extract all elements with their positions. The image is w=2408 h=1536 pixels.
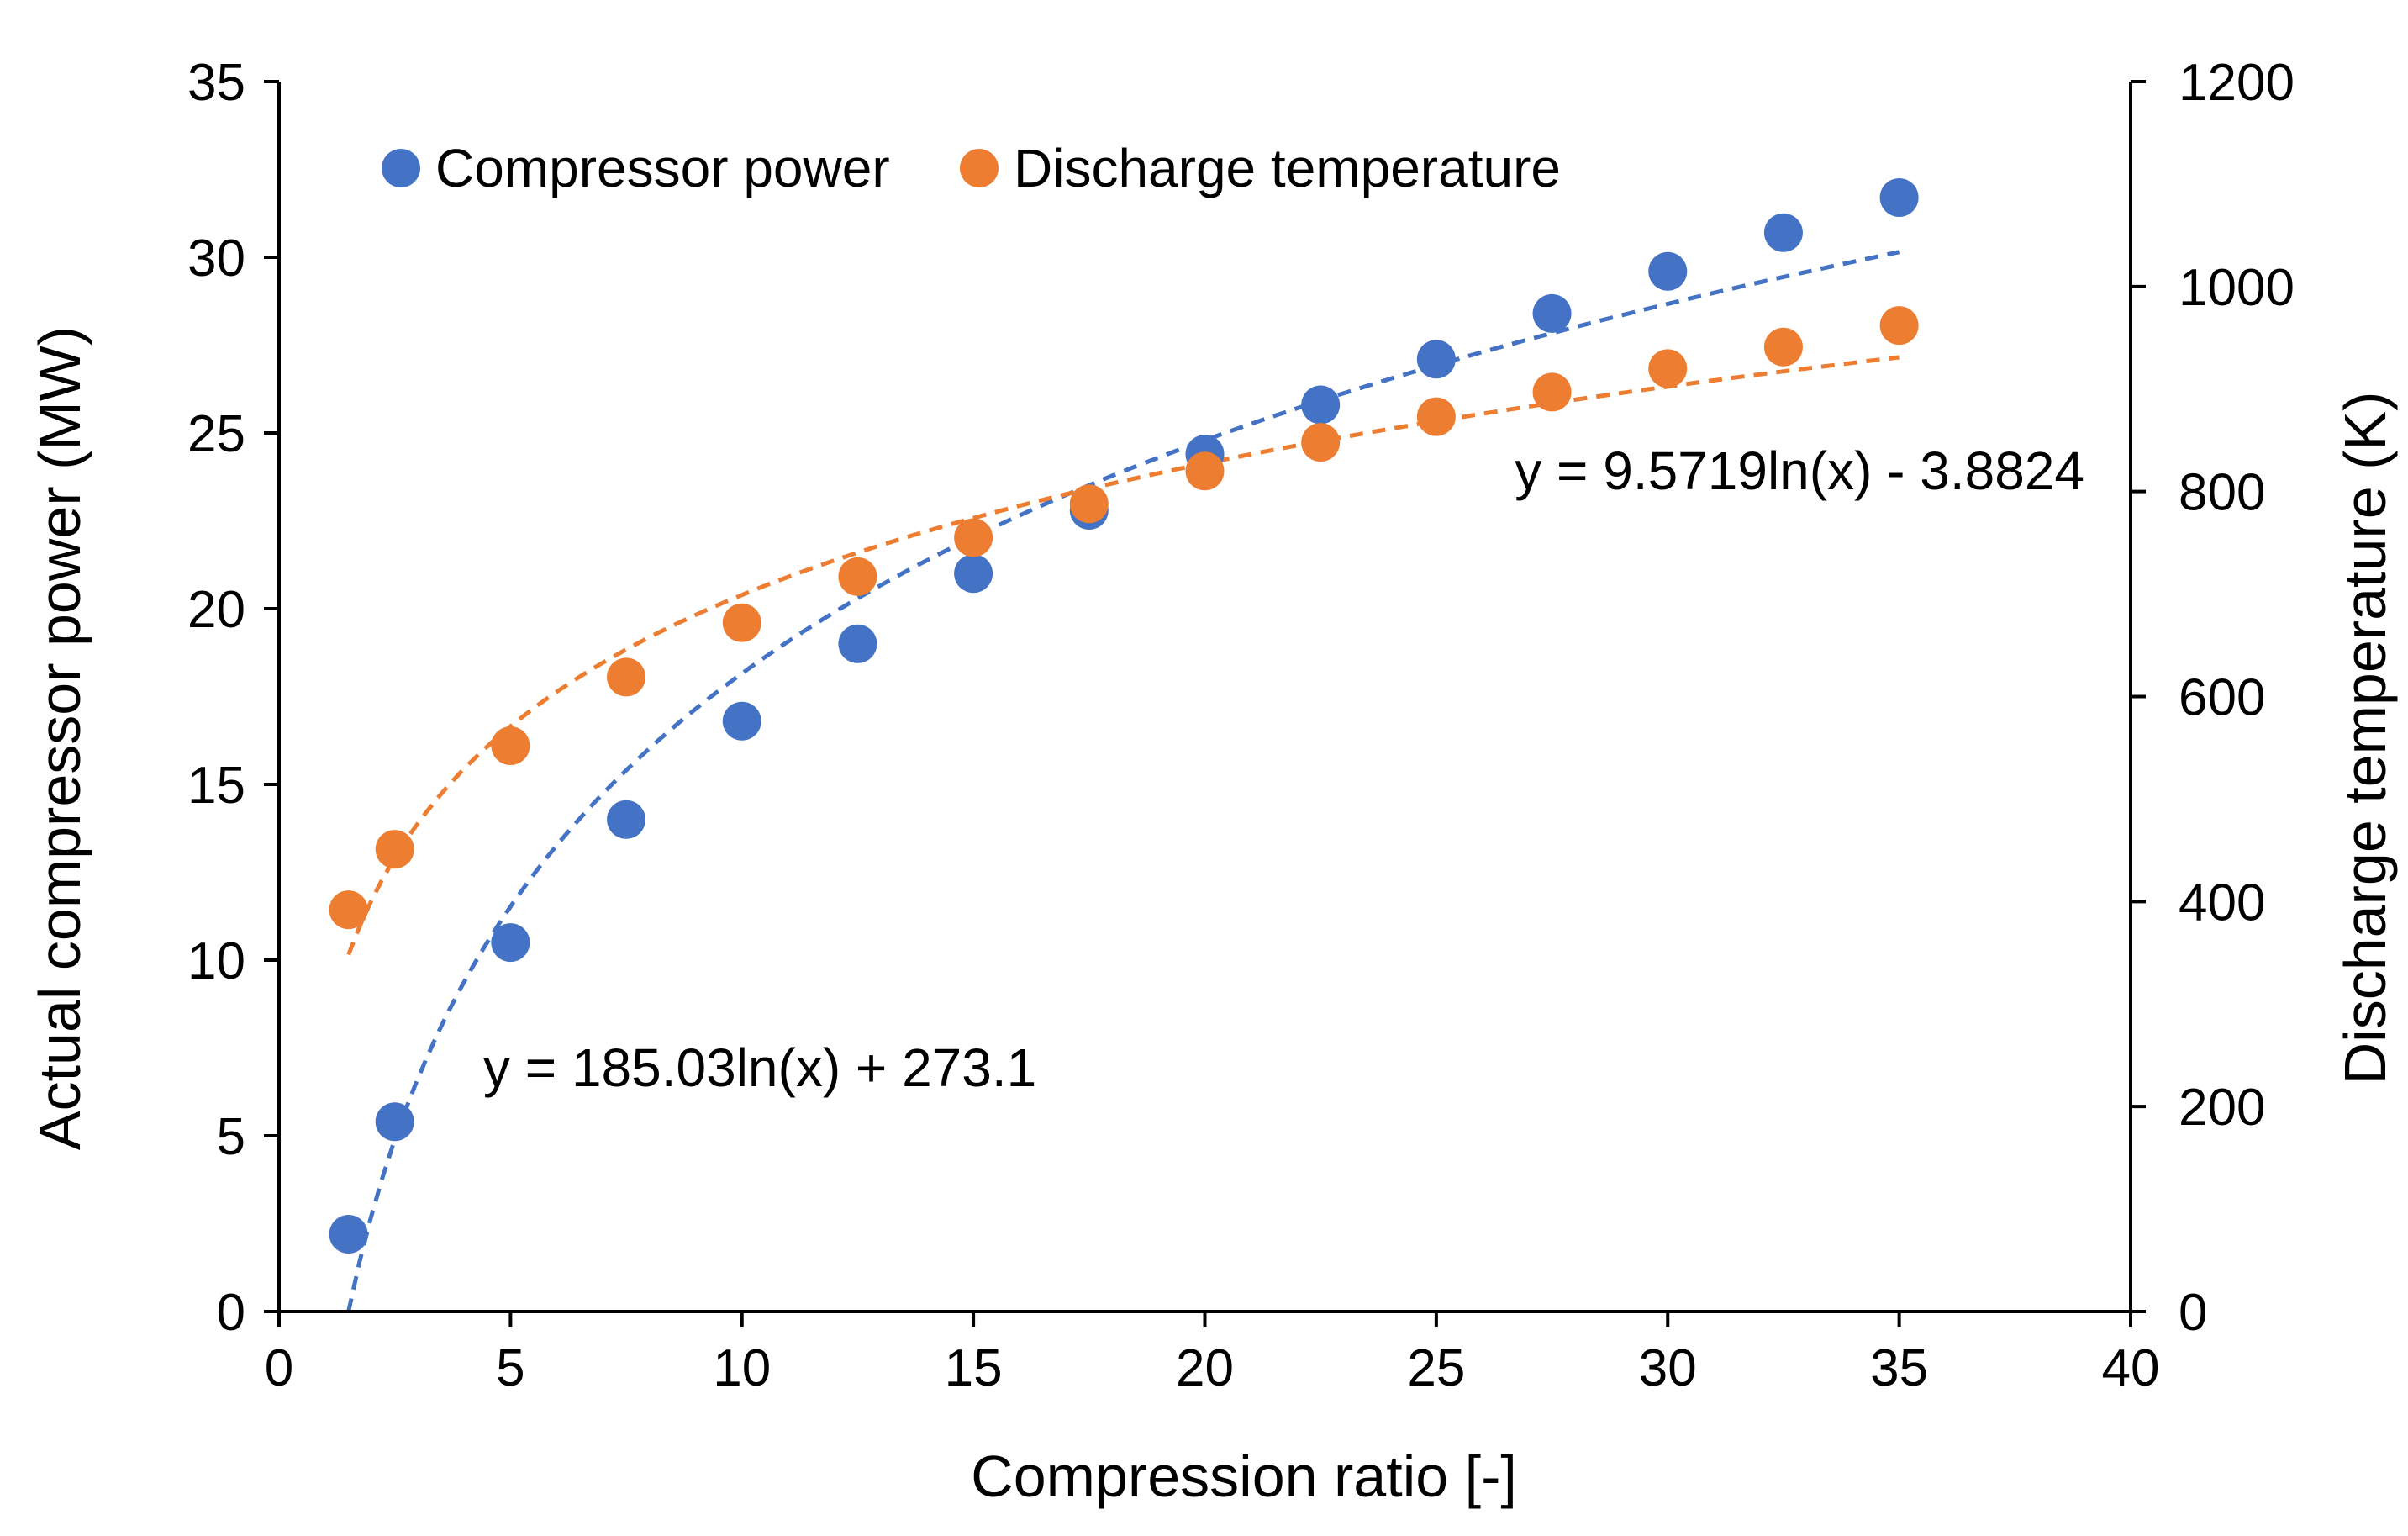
- legend-marker: [960, 149, 999, 187]
- data-point-compressor-power: [1879, 177, 1919, 217]
- data-point-discharge-temperature: [954, 518, 993, 557]
- data-point-discharge-temperature: [491, 726, 530, 766]
- y-right-tick-label: 400: [2179, 874, 2265, 932]
- data-point-compressor-power: [722, 701, 761, 741]
- data-point-compressor-power: [954, 554, 993, 594]
- legend-label: Discharge temperature: [1014, 138, 1561, 198]
- y-right-tick-label: 600: [2179, 669, 2265, 727]
- axes: 0 5 10 15 20 25 30 35 40051015202530350200400600…: [187, 54, 2295, 1397]
- data-point-discharge-temperature: [838, 557, 877, 596]
- y-right-tick-label: 200: [2179, 1079, 2265, 1137]
- x-tick-label: 40: [2102, 1339, 2160, 1397]
- y-left-tick-label: 25: [187, 405, 245, 463]
- data-point-compressor-power: [375, 1102, 414, 1142]
- y-left-tick-label: 35: [187, 54, 245, 112]
- data-point-compressor-power: [329, 1215, 368, 1254]
- trendline-compressor-power: [346, 250, 1900, 1312]
- data-point-compressor-power: [1763, 213, 1803, 252]
- y-right-tick-label: 1000: [2179, 259, 2295, 317]
- data-point-compressor-power: [491, 923, 530, 963]
- x-tick-label: 35: [1870, 1339, 1928, 1397]
- x-axis-title: Compression ratio [-]: [971, 1444, 1517, 1509]
- data-point-discharge-temperature: [329, 890, 368, 930]
- data-point-discharge-temperature: [1069, 484, 1109, 524]
- data-point-compressor-power: [1532, 293, 1572, 333]
- data-point-compressor-power: [1301, 385, 1341, 425]
- y-left-tick-label: 20: [187, 581, 245, 639]
- legend-label: Compressor power: [435, 138, 890, 198]
- y-left-tick-label: 15: [187, 757, 245, 815]
- data-point-discharge-temperature: [1416, 397, 1456, 436]
- x-tick-label: 0: [265, 1339, 293, 1397]
- data-point-discharge-temperature: [1532, 372, 1572, 412]
- y-left-tick-label: 5: [217, 1108, 245, 1166]
- y-left-tick-label: 10: [187, 932, 245, 990]
- data-point-compressor-power: [607, 800, 646, 839]
- y-left-tick-label: 30: [187, 230, 245, 288]
- y-right-tick-label: 1200: [2179, 54, 2295, 112]
- temperature-trendline-equation: y = 185.03ln(x) + 273.1: [483, 1037, 1036, 1098]
- x-tick-label: 15: [945, 1339, 1003, 1397]
- y-right-tick-label: 800: [2179, 464, 2265, 522]
- x-tick-label: 20: [1176, 1339, 1234, 1397]
- data-point-discharge-temperature: [607, 657, 646, 697]
- legend: Compressor power Discharge temperature: [382, 138, 1561, 198]
- data-point-discharge-temperature: [375, 830, 414, 869]
- y-right-tick-label: 0: [2179, 1284, 2207, 1342]
- power-trendline-equation: y = 9.5719ln(x) - 3.8824: [1515, 441, 2084, 501]
- data-point-compressor-power: [838, 624, 877, 663]
- x-tick-label: 5: [496, 1339, 524, 1397]
- plot-area: [329, 177, 1919, 1312]
- y-axis-left-title: Actual compressor power (MW): [27, 326, 92, 1150]
- y-left-tick-label: 0: [217, 1284, 245, 1342]
- x-tick-label: 25: [1407, 1339, 1465, 1397]
- data-point-discharge-temperature: [1879, 306, 1919, 346]
- x-tick-label: 10: [713, 1339, 771, 1397]
- data-point-discharge-temperature: [1185, 451, 1225, 491]
- data-point-discharge-temperature: [1648, 349, 1688, 388]
- data-point-discharge-temperature: [722, 603, 761, 642]
- data-point-discharge-temperature: [1301, 423, 1341, 462]
- legend-marker: [382, 149, 420, 187]
- data-point-compressor-power: [1648, 251, 1688, 291]
- x-tick-label: 30: [1639, 1339, 1697, 1397]
- y-axis-right-title: Discharge temperature (K): [2332, 392, 2398, 1085]
- data-point-compressor-power: [1416, 340, 1456, 379]
- data-point-discharge-temperature: [1763, 327, 1803, 367]
